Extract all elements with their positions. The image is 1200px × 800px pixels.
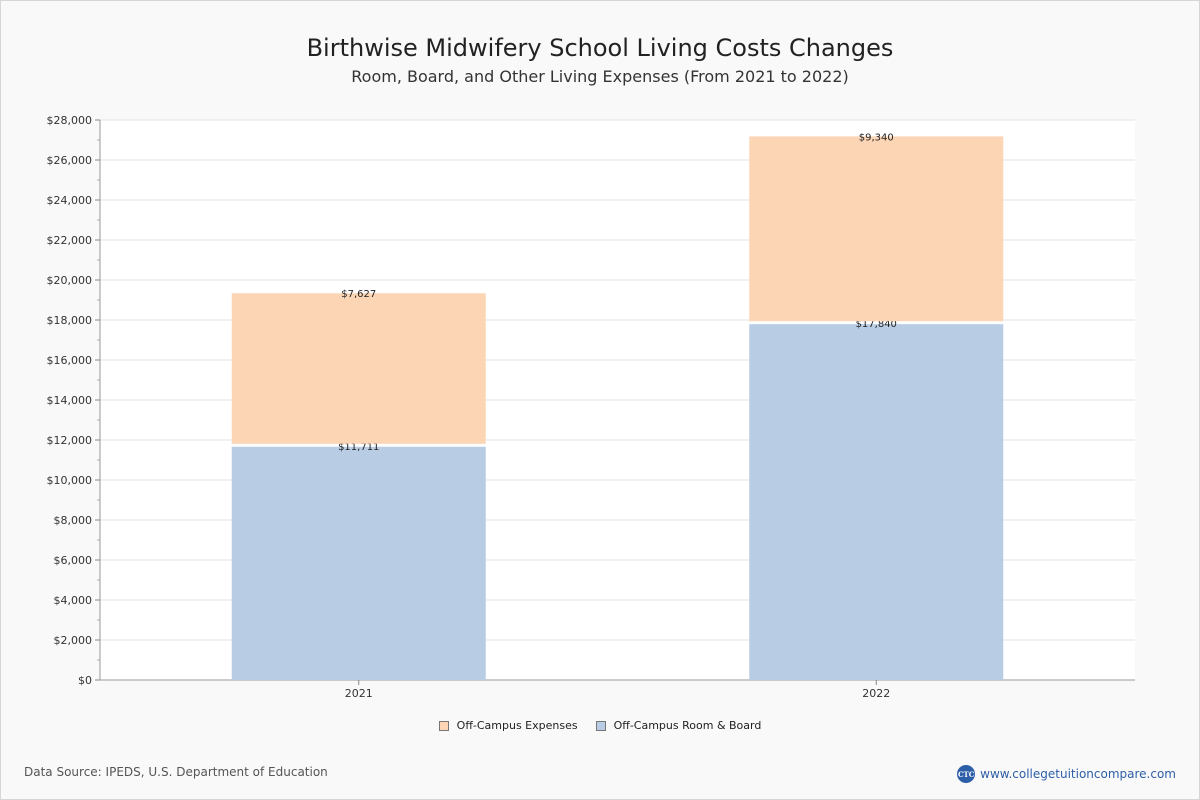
y-tick-label: $16,000 [47, 354, 93, 367]
y-tick-label: $0 [78, 674, 92, 687]
y-tick-label: $6,000 [54, 554, 93, 567]
legend-item-room-board[interactable]: Off-Campus Room & Board [595, 719, 762, 732]
legend-swatch-room-board [595, 720, 606, 731]
y-tick-label: $22,000 [47, 234, 93, 247]
bar-room-board-2022 [749, 324, 1004, 680]
legend-item-expenses[interactable]: Off-Campus Expenses [438, 719, 578, 732]
y-tick-label: $2,000 [54, 634, 93, 647]
legend-label-expenses: Off-Campus Expenses [456, 719, 578, 732]
bar-expenses-2022 [749, 136, 1004, 322]
ctc-logo-icon: CTC [957, 765, 976, 783]
y-tick-label: $24,000 [47, 194, 93, 207]
y-tick-label: $10,000 [47, 474, 93, 487]
y-tick-label: $8,000 [54, 514, 93, 527]
chart-subtitle: Room, Board, and Other Living Expenses (… [351, 67, 849, 86]
bar-expenses-2021 [231, 293, 486, 444]
y-tick-label: $12,000 [47, 434, 93, 447]
brand[interactable]: CTC www.collegetuitioncompare.com [957, 765, 1176, 783]
x-tick-label: 2022 [862, 687, 890, 700]
legend: Off-Campus Expenses Off-Campus Room & Bo… [0, 719, 1200, 732]
data-source: Data Source: IPEDS, U.S. Department of E… [24, 765, 328, 779]
y-tick-label: $28,000 [47, 114, 93, 127]
legend-swatch-expenses [438, 720, 449, 731]
data-label: $7,627 [341, 289, 376, 300]
chart-title: Birthwise Midwifery School Living Costs … [306, 34, 894, 62]
y-tick-label: $4,000 [54, 594, 93, 607]
data-label: $9,340 [859, 132, 894, 143]
y-tick-label: $20,000 [47, 274, 93, 287]
x-tick-label: 2021 [345, 687, 373, 700]
brand-url[interactable]: www.collegetuitioncompare.com [980, 767, 1176, 781]
legend-label-room-board: Off-Campus Room & Board [613, 719, 762, 732]
y-tick-label: $26,000 [47, 154, 93, 167]
data-label: $11,711 [338, 442, 379, 453]
bar-room-board-2021 [231, 446, 486, 680]
y-tick-label: $18,000 [47, 314, 93, 327]
y-tick-label: $14,000 [47, 394, 93, 407]
data-label: $17,840 [856, 319, 897, 330]
